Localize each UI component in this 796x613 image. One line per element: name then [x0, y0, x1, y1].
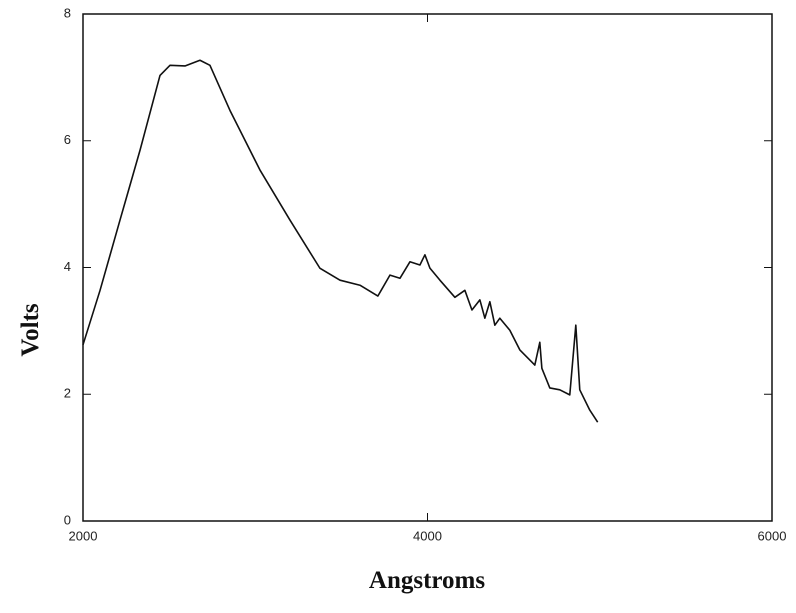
- data-line: [82, 59, 599, 423]
- y-axis-label: Volts: [17, 303, 44, 357]
- y-tick-label: 2: [64, 386, 71, 401]
- y-tick-label: 0: [64, 512, 71, 527]
- plot-frame: [82, 13, 773, 522]
- x-axis-label: Angstroms: [369, 567, 485, 594]
- x-tick-label: 2000: [69, 528, 98, 543]
- y-tick-label: 4: [64, 259, 71, 274]
- x-tick-label: 6000: [758, 528, 787, 543]
- y-tick-label: 6: [64, 132, 71, 147]
- x-tick-label: 4000: [413, 528, 442, 543]
- y-tick-label: 8: [64, 5, 71, 20]
